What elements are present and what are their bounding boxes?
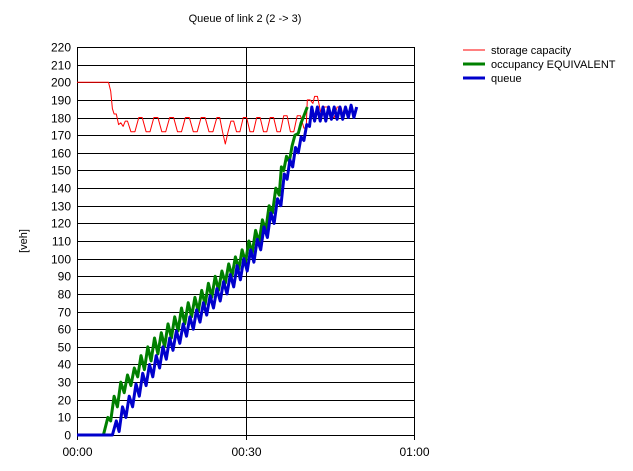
grid bbox=[77, 47, 415, 440]
axis-ticks: 0 10 20 30 40 50 60 70 80 90 100 110 120 130 140 150 160… bbox=[51, 41, 430, 460]
y-tick-label: 80 bbox=[58, 288, 72, 302]
chart-title: Queue of link 2 (2 -> 3) bbox=[189, 13, 302, 25]
y-tick-label: 20 bbox=[58, 394, 72, 408]
y-tick-label: 100 bbox=[51, 253, 71, 267]
y-tick-label: 150 bbox=[51, 164, 71, 178]
y-tick-label: 70 bbox=[58, 306, 72, 320]
y-tick-label: 190 bbox=[51, 94, 71, 108]
y-tick-label: 50 bbox=[58, 341, 72, 355]
y-tick-label: 110 bbox=[52, 235, 71, 249]
legend-label-storage-capacity: storage capacity bbox=[491, 45, 572, 57]
y-tick-label: 140 bbox=[51, 182, 71, 196]
legend: storage capacity occupancy EQUIVALENT queu… bbox=[463, 45, 616, 85]
plot-frame bbox=[77, 47, 415, 436]
y-tick-label: 160 bbox=[51, 147, 71, 161]
x-tick-label: 01:00 bbox=[399, 445, 429, 459]
x-tick-label: 00:30 bbox=[231, 445, 261, 459]
y-tick-label: 40 bbox=[58, 358, 72, 372]
y-tick-label: 220 bbox=[51, 41, 71, 55]
y-tick-label: 200 bbox=[51, 76, 71, 90]
x-tick-label: 00:00 bbox=[62, 445, 92, 459]
series-line-queue bbox=[77, 103, 359, 437]
y-tick-label: 0 bbox=[64, 429, 71, 443]
y-tick-label: 180 bbox=[51, 112, 71, 126]
y-tick-label: 90 bbox=[58, 270, 72, 284]
series-line-occupancy-equivalent bbox=[77, 106, 309, 437]
y-tick-label: 170 bbox=[51, 129, 71, 143]
y-tick-label: 30 bbox=[58, 376, 72, 390]
y-axis-title: [veh] bbox=[18, 229, 30, 253]
y-tick-label: 10 bbox=[58, 411, 72, 425]
y-tick-label: 60 bbox=[58, 323, 72, 337]
legend-label-occupancy-equivalent: occupancy EQUIVALENT bbox=[491, 59, 616, 71]
series-lines bbox=[77, 81, 359, 437]
y-tick-label: 210 bbox=[51, 59, 71, 73]
y-tick-label: 130 bbox=[51, 200, 71, 214]
legend-label-queue: queue bbox=[491, 73, 522, 85]
series-line-storage-capacity bbox=[77, 81, 344, 145]
y-tick-label: 120 bbox=[51, 217, 71, 231]
